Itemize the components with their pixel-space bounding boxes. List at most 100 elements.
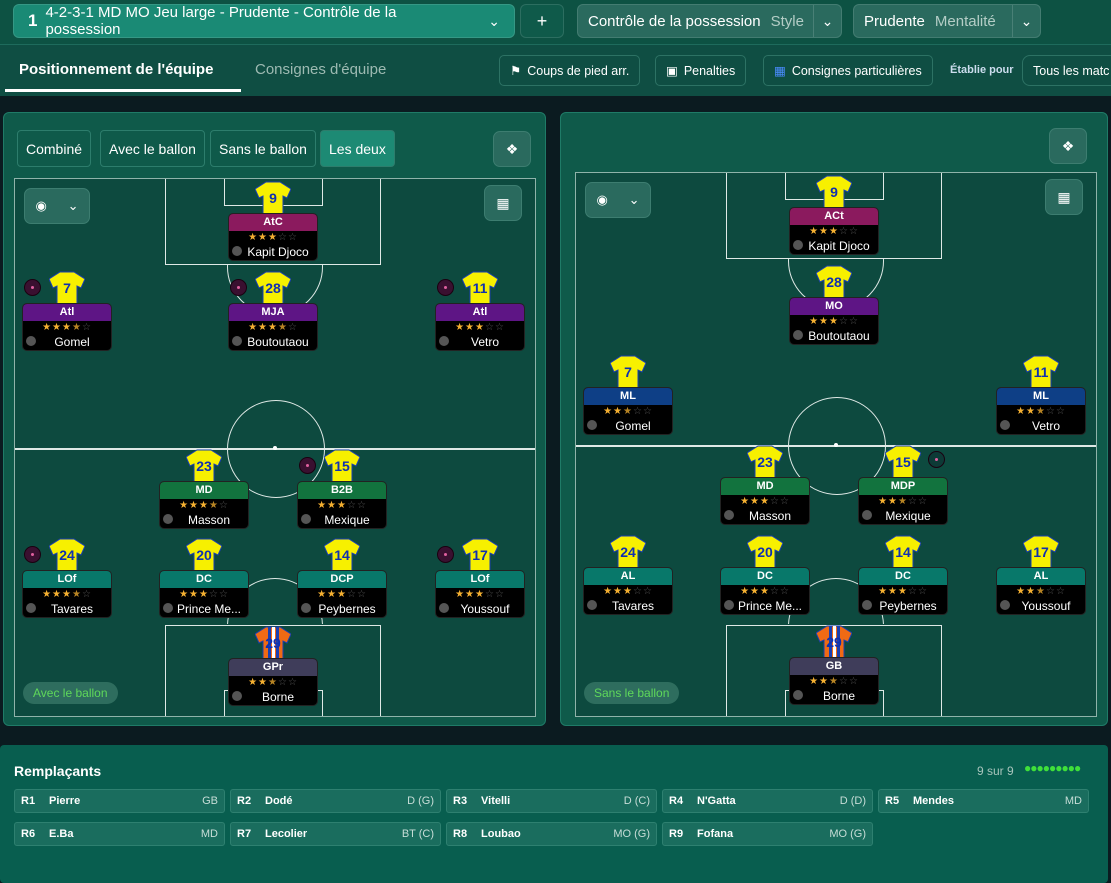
- substitute-item[interactable]: R8 Loubao MO (G): [446, 822, 657, 846]
- penalties-button[interactable]: ▣ Penalties: [655, 55, 747, 86]
- person-icon: [232, 691, 242, 701]
- star-rating: ★★★☆☆: [809, 226, 859, 237]
- player-card[interactable]: B2B ★★★☆☆ Mexique: [297, 481, 387, 529]
- shirt-number: 14: [334, 547, 350, 563]
- person-icon: [26, 336, 36, 346]
- player-card[interactable]: LOf ★★★☆☆ Youssouf: [435, 570, 525, 618]
- player-card[interactable]: GPr ★★★☆☆ Borne: [228, 658, 318, 706]
- tab-positioning[interactable]: Positionnement de l'équipe: [19, 61, 214, 78]
- player-card[interactable]: Atl ★★★★☆ Gomel: [22, 303, 112, 351]
- shirt-number: 20: [196, 547, 212, 563]
- player-shirt[interactable]: 28: [815, 265, 853, 300]
- matches-select[interactable]: Tous les matc: [1022, 55, 1111, 86]
- center-spot: [834, 442, 838, 447]
- person-icon: [862, 600, 872, 610]
- player-name: Mexique: [885, 509, 931, 523]
- player-card[interactable]: ML ★★★☆☆ Gomel: [583, 387, 673, 435]
- player-card[interactable]: AtC ★★★☆☆ Kapit Djoco: [228, 213, 318, 261]
- player-shirt[interactable]: 11: [461, 271, 499, 306]
- set-pieces-button[interactable]: ⚑ Coups de pied arr.: [499, 55, 641, 86]
- grid-icon[interactable]: ▦: [1045, 179, 1083, 215]
- player-shirt[interactable]: 11: [1022, 355, 1060, 390]
- star-rating: ★★★☆☆: [317, 500, 367, 511]
- sub-position: MO (G): [829, 828, 866, 840]
- style-select[interactable]: Contrôle de la possession Style ⌄: [577, 4, 842, 38]
- player-name: Youssouf: [460, 602, 510, 616]
- player-shirt[interactable]: 29: [254, 626, 292, 661]
- shirt-icon: [254, 626, 292, 661]
- substitute-item[interactable]: R5 Mendes MD: [878, 789, 1089, 813]
- player-shirt[interactable]: 23: [746, 445, 784, 480]
- player-card[interactable]: MO ★★★☆☆ Boutoutaou: [789, 297, 879, 345]
- player-card[interactable]: DCP ★★★☆☆ Peybernes: [297, 570, 387, 618]
- special-instructions-button[interactable]: ▦ Consignes particulières: [763, 55, 933, 86]
- player-card[interactable]: ACt ★★★☆☆ Kapit Djoco: [789, 207, 879, 255]
- visibility-toggle[interactable]: ◉ ⌄: [24, 188, 90, 224]
- player-shirt[interactable]: 17: [461, 538, 499, 573]
- substitute-item[interactable]: R6 E.Ba MD: [14, 822, 225, 846]
- view-combined[interactable]: Combiné: [17, 130, 92, 167]
- view-without-ball[interactable]: Sans le ballon: [210, 130, 316, 167]
- view-with-ball[interactable]: Avec le ballon: [100, 130, 205, 167]
- star-rating: ★★★☆☆: [1016, 586, 1066, 597]
- player-shirt[interactable]: 7: [48, 271, 86, 306]
- player-card[interactable]: AL ★★★☆☆ Youssouf: [996, 567, 1086, 615]
- sub-slot: R4: [669, 795, 684, 807]
- player-card[interactable]: MDP ★★★☆☆ Mexique: [858, 477, 948, 525]
- player-card[interactable]: DC ★★★☆☆ Prince Me...: [159, 570, 249, 618]
- substitute-item[interactable]: R2 Dodé D (G): [230, 789, 441, 813]
- player-shirt[interactable]: 28: [254, 271, 292, 306]
- player-card[interactable]: MD ★★★☆☆ Masson: [720, 477, 810, 525]
- player-shirt[interactable]: 15: [323, 449, 361, 484]
- substitute-item[interactable]: R4 N'Gatta D (D): [662, 789, 873, 813]
- substitute-item[interactable]: R7 Lecolier BT (C): [230, 822, 441, 846]
- player-card[interactable]: MJA ★★★★☆ Boutoutaou: [228, 303, 318, 351]
- player-card[interactable]: ML ★★★☆☆ Vetro: [996, 387, 1086, 435]
- player-shirt[interactable]: 20: [746, 535, 784, 570]
- player-role: MDP: [859, 478, 947, 495]
- player-shirt[interactable]: 29: [815, 625, 853, 660]
- swap-icon[interactable]: ❖: [1049, 128, 1087, 164]
- swap-icon[interactable]: ❖: [493, 131, 531, 167]
- substitute-item[interactable]: R3 Vitelli D (C): [446, 789, 657, 813]
- player-shirt[interactable]: 14: [323, 538, 361, 573]
- mentality-select[interactable]: Prudente Mentalité ⌄: [853, 4, 1041, 38]
- player-shirt[interactable]: 24: [609, 535, 647, 570]
- star-rating: ★★★☆☆: [740, 496, 790, 507]
- player-shirt[interactable]: 7: [609, 355, 647, 390]
- grid-icon[interactable]: ▦: [484, 185, 522, 221]
- tab-instructions[interactable]: Consignes d'équipe: [255, 61, 387, 78]
- mode-label: Avec le ballon: [23, 682, 118, 704]
- player-card[interactable]: DC ★★★☆☆ Peybernes: [858, 567, 948, 615]
- substitute-item[interactable]: R1 Pierre GB: [14, 789, 225, 813]
- player-card[interactable]: AL ★★★☆☆ Tavares: [583, 567, 673, 615]
- player-card[interactable]: GB ★★★☆☆ Borne: [789, 657, 879, 705]
- visibility-toggle[interactable]: ◉ ⌄: [585, 182, 651, 218]
- player-shirt[interactable]: 17: [1022, 535, 1060, 570]
- star-rating: ★★★☆☆: [603, 586, 653, 597]
- player-shirt[interactable]: 20: [185, 538, 223, 573]
- person-icon: [1000, 420, 1010, 430]
- view-both[interactable]: Les deux: [320, 130, 395, 167]
- player-card[interactable]: DC ★★★☆☆ Prince Me...: [720, 567, 810, 615]
- role-indicator-icon: [299, 457, 316, 474]
- tactic-select[interactable]: 1 4-2-3-1 MD MO Jeu large - Prudente - C…: [13, 4, 515, 38]
- player-card[interactable]: LOf ★★★★☆ Tavares: [22, 570, 112, 618]
- player-name: Borne: [822, 689, 856, 703]
- mode-label: Sans le ballon: [584, 682, 680, 704]
- player-name: Tavares: [611, 599, 655, 613]
- add-tactic-button[interactable]: +: [520, 4, 564, 38]
- sub-nav: Positionnement de l'équipe Consignes d'é…: [0, 44, 1111, 96]
- player-shirt[interactable]: 23: [185, 449, 223, 484]
- substitute-item[interactable]: R9 Fofana MO (G): [662, 822, 873, 846]
- player-shirt[interactable]: 9: [815, 175, 853, 210]
- player-card[interactable]: Atl ★★★☆☆ Vetro: [435, 303, 525, 351]
- player-shirt[interactable]: 24: [48, 538, 86, 573]
- player-shirt[interactable]: 9: [254, 181, 292, 216]
- player-shirt[interactable]: 15: [884, 445, 922, 480]
- player-card[interactable]: MD ★★★★☆ Masson: [159, 481, 249, 529]
- substitutes-panel: Remplaçants 9 sur 9 ●●●●●●●●● R1 Pierre GB…: [0, 745, 1108, 883]
- player-name: Gomel: [615, 419, 651, 433]
- player-shirt[interactable]: 14: [884, 535, 922, 570]
- role-indicator-icon: [24, 546, 41, 563]
